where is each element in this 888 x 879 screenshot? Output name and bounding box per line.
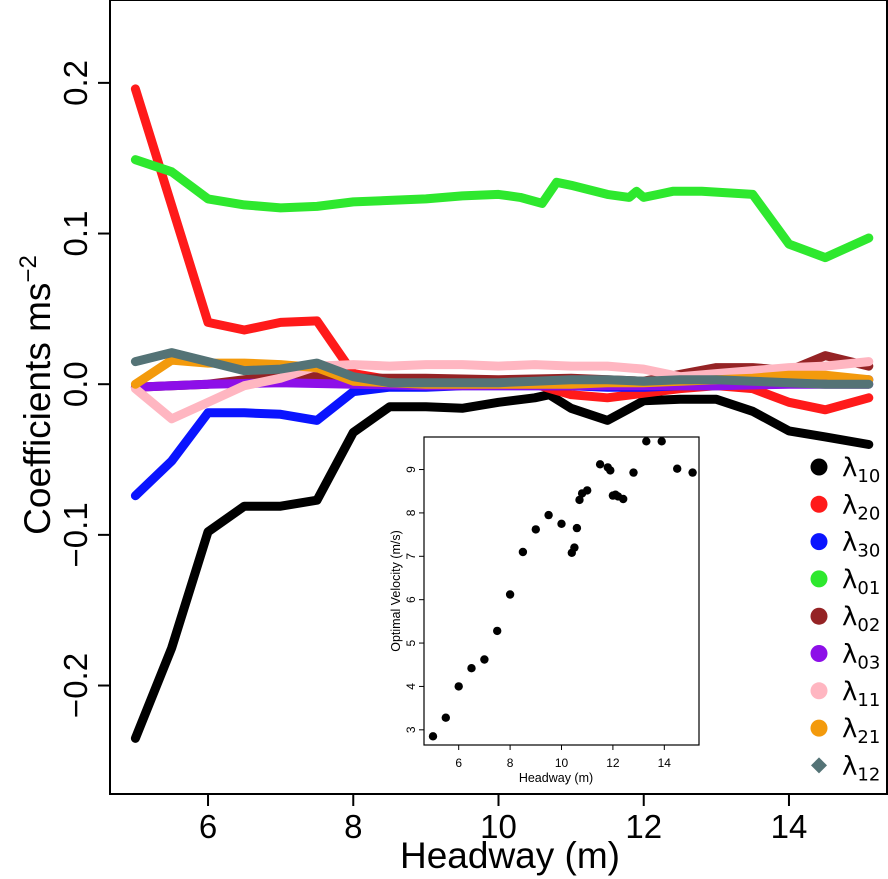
x-tick-label: 14 xyxy=(771,808,808,845)
inset-scatter-point xyxy=(493,626,502,636)
inset-y-tick-label: 6 xyxy=(404,596,418,603)
inset-background xyxy=(387,437,699,787)
legend-label-subscript: 10 xyxy=(857,466,880,487)
inset-scatter-point xyxy=(642,437,651,446)
inset-scatter-point xyxy=(518,547,528,557)
legend-label-lambda-03: λ03 xyxy=(842,640,880,674)
inset-scatter-point xyxy=(595,460,605,469)
legend-label-subscript: 03 xyxy=(857,653,880,674)
inset-scatter-point xyxy=(688,468,697,477)
y-tick-label: 0.0 xyxy=(57,361,94,407)
inset-scatter-point xyxy=(454,682,463,691)
inset-axes: 6 8 10 12 14 3 4 5 6 7 8 9 xyxy=(404,466,671,770)
legend-label-symbol: λ xyxy=(842,677,857,707)
legend-label-subscript: 11 xyxy=(857,690,880,711)
inset-scatter-point xyxy=(441,713,450,722)
x-tick-label: 12 xyxy=(625,808,662,845)
x-tick-label: 6 xyxy=(199,808,217,845)
legend-label-subscript: 30 xyxy=(857,541,880,562)
inset-scatter-point xyxy=(583,486,592,495)
inset-x-tick-label: 10 xyxy=(555,756,569,770)
main-axes: 6 8 10 12 14 −0.2 −0.1 0.0 0.1 0.2 xyxy=(57,60,807,845)
inset-y-tick-label: 5 xyxy=(404,639,418,646)
main-y-axis-title: Coefficients ms−2 xyxy=(15,255,58,535)
inset-scatter-point xyxy=(570,543,579,552)
inset-scatter-point xyxy=(629,468,638,477)
legend-label-lambda-20: λ20 xyxy=(842,490,880,524)
inset-scatter-point xyxy=(557,519,566,528)
inset-scatter-point xyxy=(531,525,540,534)
legend-label-symbol: λ xyxy=(842,528,857,558)
y-tick-label: −0.1 xyxy=(57,502,94,567)
legend-marker-lambda-03 xyxy=(810,645,828,662)
legend-marker-lambda-01 xyxy=(810,570,828,588)
inset-y-axis-title: Optimal Velocity (m/s) xyxy=(389,530,403,652)
legend-label-symbol: λ xyxy=(842,602,857,632)
legend-label-lambda-02: λ02 xyxy=(842,602,880,636)
legend-label-symbol: λ xyxy=(842,714,857,744)
legend-marker-lambda-20 xyxy=(810,495,828,513)
legend-marker-lambda-02 xyxy=(810,607,828,625)
legend-marker-lambda-12 xyxy=(811,757,827,774)
y-tick-label: 0.1 xyxy=(57,211,94,257)
x-tick-label: 10 xyxy=(480,808,517,845)
inset-x-axis-title: Headway (m) xyxy=(519,771,593,785)
inset-scatter-point xyxy=(619,494,628,504)
inset-scatter-point xyxy=(657,437,666,446)
legend-label-subscript: 01 xyxy=(857,578,880,599)
inset-x-tick-label: 14 xyxy=(658,756,672,770)
main-x-axis-title: Headway (m) xyxy=(400,835,620,876)
inset-x-tick-label: 6 xyxy=(455,756,462,770)
inset-scatter-point xyxy=(606,466,615,475)
legend-label-subscript: 12 xyxy=(857,764,880,785)
legend-label-lambda-30: λ30 xyxy=(842,528,880,562)
legend-label-subscript: 21 xyxy=(857,727,880,748)
y-tick-label: −0.2 xyxy=(57,653,94,718)
inset-scatter-point xyxy=(572,523,582,533)
legend-label-subscript: 02 xyxy=(857,615,880,636)
inset-scatter-point xyxy=(673,464,682,473)
legend-label-lambda-12: λ12 xyxy=(842,751,880,785)
inset-scatter-point xyxy=(575,495,584,505)
main-y-axis-title-text: Coefficients ms xyxy=(17,283,58,535)
legend-label-subscript: 20 xyxy=(857,503,880,524)
series-line-lambda-11 xyxy=(130,357,874,424)
inset-y-tick-label: 9 xyxy=(404,466,418,473)
legend-label-lambda-01: λ01 xyxy=(842,565,880,599)
legend-label-lambda-21: λ21 xyxy=(842,714,880,748)
legend-marker-lambda-21 xyxy=(810,719,828,737)
legend-label-lambda-11: λ11 xyxy=(842,677,880,711)
inset-scatter-point xyxy=(480,655,489,664)
inset-scatter-point xyxy=(544,510,553,520)
inset-y-tick-label: 4 xyxy=(404,683,418,690)
legend-label-symbol: λ xyxy=(842,751,857,781)
legend-marker-lambda-10 xyxy=(810,458,828,476)
series-line-lambda-12 xyxy=(130,348,874,389)
legend-label-symbol: λ xyxy=(842,640,857,670)
inset-y-tick-label: 7 xyxy=(404,553,418,560)
series-line-lambda-01 xyxy=(130,155,874,263)
legend-marker-lambda-30 xyxy=(810,533,828,551)
legend-marker-lambda-11 xyxy=(810,682,828,700)
main-y-axis-title-superscript: −2 xyxy=(15,255,42,282)
x-tick-label: 8 xyxy=(344,808,362,845)
inset-y-tick-label: 8 xyxy=(404,509,418,516)
legend-label-symbol: λ xyxy=(842,565,857,595)
inset-scatter-chart: 6 8 10 12 14 3 4 5 6 7 8 9 Headway (m) Optimal Velo… xyxy=(387,436,700,787)
inset-scatter-point xyxy=(467,664,476,673)
inset-scatter-point xyxy=(428,732,438,741)
inset-scatter-points xyxy=(428,437,697,741)
y-tick-label: 0.2 xyxy=(57,60,94,106)
inset-x-tick-label: 12 xyxy=(606,756,620,770)
series-line-lambda-10 xyxy=(130,390,874,743)
legend-label-symbol: λ xyxy=(842,453,857,483)
main-series-lines xyxy=(130,84,874,743)
legend-label-lambda-10: λ10 xyxy=(842,453,880,487)
inset-y-tick-label: 3 xyxy=(404,726,418,733)
inset-scatter-point xyxy=(505,590,515,599)
legend-label-symbol: λ xyxy=(842,490,857,520)
inset-x-tick-label: 8 xyxy=(507,756,514,770)
